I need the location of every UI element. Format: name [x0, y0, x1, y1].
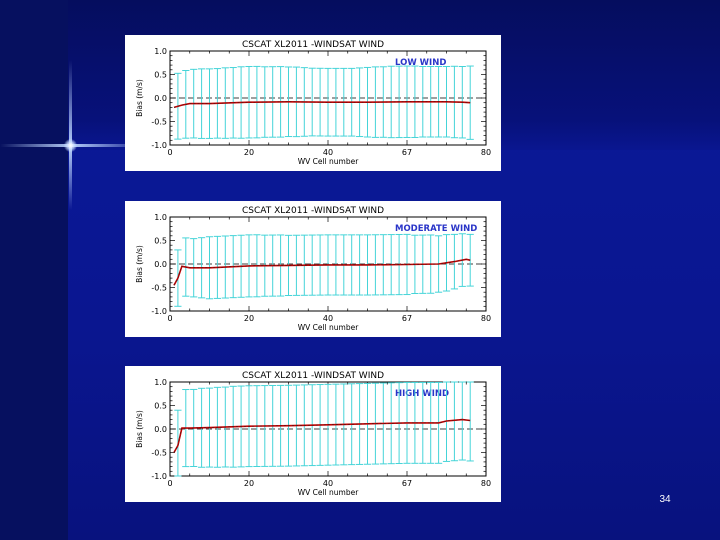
y-tick-label: 0.5 — [154, 71, 167, 80]
chart-title: CSCAT XL2011 -WINDSAT WIND — [242, 206, 384, 216]
panel-wind-label: LOW WIND — [395, 58, 446, 68]
y-tick-label: -0.5 — [151, 118, 167, 127]
x-tick-label: 80 — [481, 148, 491, 157]
y-axis-label: Bias (m/s) — [135, 245, 144, 283]
y-tick-label: 0.0 — [154, 425, 167, 434]
chart-panel-high-wind: CSCAT XL2011 -WINDSAT WIND 0 20 40 67 80 -1.0 -… — [125, 366, 501, 502]
y-axis-label: Bias (m/s) — [135, 79, 144, 117]
y-tick-label: -0.5 — [151, 449, 167, 458]
panel-wind-label: MODERATE WIND — [395, 224, 477, 234]
chart-high-wind: CSCAT XL2011 -WINDSAT WIND 0 20 40 67 80 -1.0 -… — [135, 371, 491, 497]
bias-line — [173, 258, 471, 286]
x-tick-label: 80 — [481, 314, 491, 323]
y-tick-label: 1.0 — [154, 213, 167, 222]
bias-line — [173, 100, 471, 109]
y-tick-label: 0.5 — [154, 402, 167, 411]
sparkle-star-icon — [64, 139, 77, 152]
y-tick-label: 1.0 — [154, 378, 167, 387]
y-tick-label: -1.0 — [151, 141, 167, 150]
chart-moderate-wind: CSCAT XL2011 -WINDSAT WIND 0 20 40 67 80 -1.0 -… — [135, 206, 491, 332]
chart-title: CSCAT XL2011 -WINDSAT WIND — [242, 40, 384, 50]
x-tick-label: 40 — [323, 148, 333, 157]
x-tick-label: 80 — [481, 479, 491, 488]
x-axis-label: WV Cell number — [298, 488, 360, 497]
y-tick-label: 0.0 — [154, 94, 167, 103]
sparkle-vertical-ray — [69, 60, 72, 210]
y-tick-label: -0.5 — [151, 284, 167, 293]
x-tick-label: 67 — [402, 479, 412, 488]
x-tick-label: 20 — [244, 479, 254, 488]
y-tick-label: -1.0 — [151, 307, 167, 316]
x-tick-label: 0 — [167, 148, 172, 157]
bias-line-overlay — [173, 419, 471, 453]
x-tick-label: 40 — [323, 479, 333, 488]
y-axis-label: Bias (m/s) — [135, 410, 144, 448]
slide-number: 34 — [659, 494, 671, 505]
x-tick-label: 0 — [167, 314, 172, 323]
slide-left-band — [0, 0, 68, 540]
chart-title: CSCAT XL2011 -WINDSAT WIND — [242, 371, 384, 381]
bias-line-overlay — [173, 259, 471, 286]
x-tick-label: 67 — [402, 314, 412, 323]
y-tick-label: 1.0 — [154, 47, 167, 56]
y-tick-label: 0.0 — [154, 260, 167, 269]
chart-panel-moderate-wind: CSCAT XL2011 -WINDSAT WIND 0 20 40 67 80 -1.0 -… — [125, 201, 501, 337]
x-tick-label: 67 — [402, 148, 412, 157]
y-tick-label: -1.0 — [151, 472, 167, 481]
x-tick-label: 20 — [244, 314, 254, 323]
x-axis-label: WV Cell number — [298, 157, 360, 166]
x-tick-label: 20 — [244, 148, 254, 157]
chart-low-wind: CSCAT XL2011 -WINDSAT WIND 0 20 40 67 80 -1.0 -… — [135, 40, 491, 166]
x-tick-label: 40 — [323, 314, 333, 323]
y-tick-label: 0.5 — [154, 237, 167, 246]
bias-line — [173, 418, 471, 453]
x-axis-label: WV Cell number — [298, 323, 360, 332]
x-tick-label: 0 — [167, 479, 172, 488]
chart-panel-low-wind: CSCAT XL2011 -WINDSAT WIND 0 20 40 67 80 -1.0 -… — [125, 35, 501, 171]
panel-wind-label: HIGH WIND — [395, 389, 449, 399]
